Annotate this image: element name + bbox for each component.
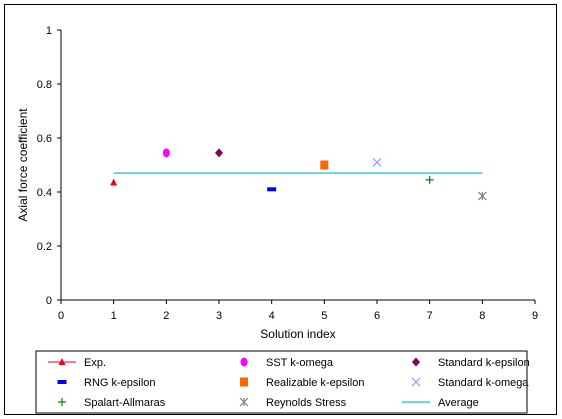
y-tick-label: 0.4: [37, 187, 52, 199]
x-tick-label: 9: [532, 310, 538, 322]
x-tick-label: 4: [269, 310, 275, 322]
x-tick-label: 3: [216, 310, 222, 322]
legend-label: Reynolds Stress: [266, 397, 347, 409]
x-tick-label: 1: [111, 310, 117, 322]
legend-label: RNG k-epsilon: [84, 377, 156, 389]
data-point-spalart-allmaras: [425, 175, 434, 184]
legend-label: Spalart-Allmaras: [84, 397, 166, 409]
legend-item-standard-k-epsilon: Standard k-epsilon: [412, 357, 530, 369]
y-tick-label: 0.2: [37, 241, 52, 253]
legend-swatch: [58, 358, 66, 365]
legend-item-realizable-k-epsilon: Realizable k-epsilon: [240, 377, 364, 389]
plot-area: 0 0.2 0.4 0.6 0.8 1 0 1 2 3 4 5 6 7 8 9 Solution index Ax…: [16, 25, 538, 341]
chart-svg: 0 0.2 0.4 0.6 0.8 1 0 1 2 3 4 5 6 7 8 9 Solution index Ax…: [16, 25, 538, 414]
legend-label: Average: [438, 397, 479, 409]
data-point-exp: [110, 178, 118, 186]
legend-label: SST k-omega: [266, 357, 334, 369]
x-tick-label: 5: [321, 310, 327, 322]
legend-swatch: [58, 398, 66, 406]
x-tick-label: 2: [163, 310, 169, 322]
chart-frame: 0 0.2 0.4 0.6 0.8 1 0 1 2 3 4 5 6 7 8 9 Solution index Ax…: [4, 4, 557, 415]
x-tick-label: 8: [479, 310, 485, 322]
y-tick-label: 1: [46, 25, 52, 37]
data-point-rng-k-epsilon: [267, 187, 277, 192]
legend-item-average: Average: [402, 397, 479, 409]
legend: Exp. SST k-omega Standard k-epsilon RNG k-e…: [35, 350, 530, 414]
legend-swatch: [57, 380, 67, 384]
y-tick-label: 0: [46, 295, 52, 307]
legend-label: Standard k-epsilon: [438, 357, 530, 369]
x-tick-label: 0: [58, 310, 64, 322]
legend-swatch: [412, 357, 420, 367]
data-point-reynolds-stress: [477, 191, 487, 201]
data-point-standard-k-omega: [372, 157, 382, 167]
legend-item-sst-k-omega: SST k-omega: [240, 357, 334, 369]
legend-box: [35, 350, 528, 414]
legend-swatch: [240, 357, 248, 367]
legend-swatch: [411, 377, 421, 387]
y-tick-label: 0.8: [37, 79, 52, 91]
legend-item-rng-k-epsilon: RNG k-epsilon: [57, 377, 156, 389]
legend-label: Realizable k-epsilon: [266, 377, 364, 389]
data-point-standard-k-epsilon: [215, 148, 223, 158]
legend-label: Exp.: [84, 357, 106, 369]
y-axis-title: Axial force coefficient: [16, 108, 30, 222]
y-tick-label: 0.6: [37, 133, 52, 145]
legend-item-exp: Exp.: [48, 357, 106, 369]
data-point-realizable-k-epsilon: [320, 160, 329, 170]
legend-label: Standard k-omega: [438, 377, 529, 389]
legend-item-spalart-allmaras: Spalart-Allmaras: [58, 397, 166, 409]
x-axis-title: Solution index: [260, 327, 335, 341]
x-tick-label: 7: [427, 310, 433, 322]
legend-item-standard-k-omega: Standard k-omega: [411, 377, 529, 389]
legend-swatch: [240, 377, 248, 387]
legend-item-reynolds-stress: Reynolds Stress: [239, 397, 347, 409]
x-tick-label: 6: [374, 310, 380, 322]
data-point-sst-k-omega: [162, 148, 170, 158]
legend-swatch: [239, 397, 249, 407]
